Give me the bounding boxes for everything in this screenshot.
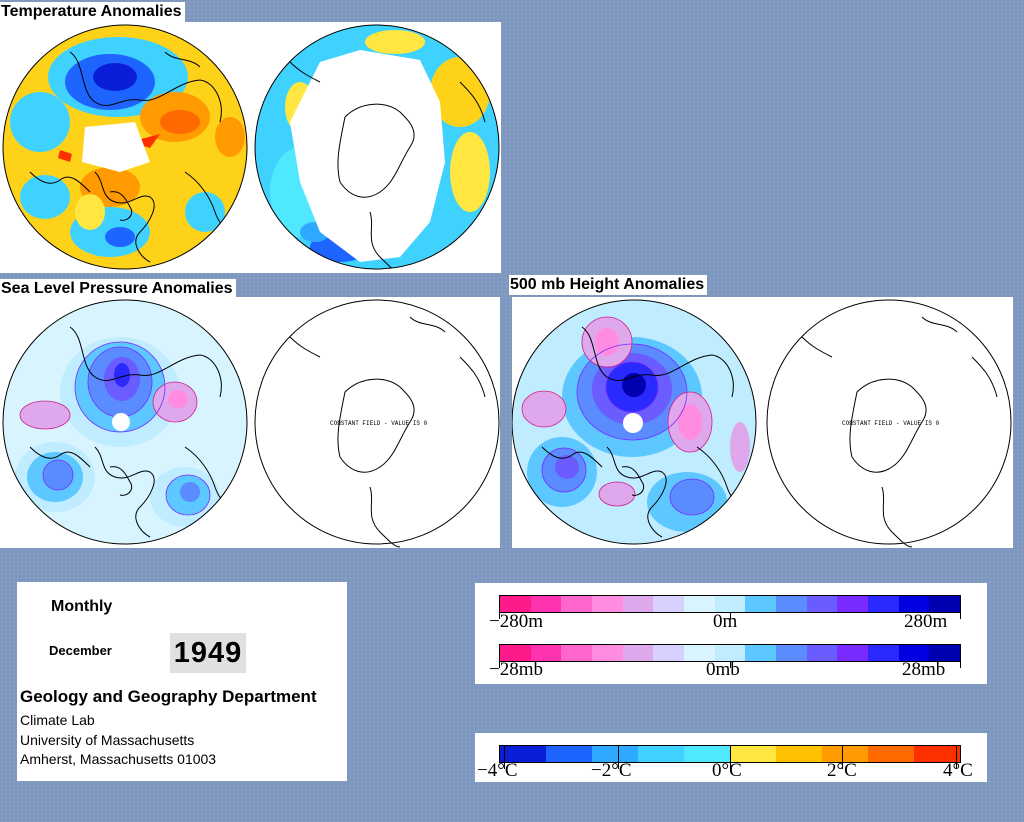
height-color-bar [499,595,961,613]
temp-label-0: 0°C [712,760,742,781]
pressure-swatch-4 [592,645,623,661]
pressure-tick-max [960,662,961,668]
pressure-swatch-6 [653,645,685,661]
height500-anomalies-title: 500 mb Height Anomalies [509,275,708,295]
slp-constant-field-note: CONSTANT FIELD - VALUE IS 0 [330,420,428,427]
temperature-swatch-4 [638,746,684,762]
pressure-tick-mid [730,662,731,668]
temperature-swatch-2 [546,746,592,762]
height-swatch-12 [837,596,869,612]
height-max-label: 280m [904,611,948,632]
height-tick-min [499,613,500,619]
pressure-min-label: −28mb [489,659,543,680]
temperature-swatch-10 [914,746,960,762]
temp-tick-3 [730,745,731,769]
temperature-swatch-7 [776,746,822,762]
northern-hemisphere-slp-globe [2,299,248,545]
temp-label-minus4: −4°C [477,760,518,781]
southern-hemisphere-slp-globe: CONSTANT FIELD - VALUE IS 0 [254,299,500,548]
northern-hemisphere-temperature-globe [2,24,248,270]
temp-tick-4 [842,745,843,769]
pressure-swatch-5 [622,645,654,661]
temperature-swatch-6 [730,746,776,762]
height-constant-field-note: CONSTANT FIELD - VALUE IS 0 [842,420,940,427]
pressure-swatch-9 [745,645,777,661]
temperature-swatch-1 [500,746,546,762]
pressure-color-bar [499,644,961,662]
height-swatch-11 [806,596,838,612]
temperature-swatch-8 [822,746,868,762]
temperature-swatch-9 [868,746,914,762]
pressure-max-label: 28mb [902,659,946,680]
pressure-swatch-1 [500,645,531,661]
southern-hemisphere-temperature-globe [254,24,500,270]
height-tick-max [960,613,961,619]
height-swatch-6 [653,596,685,612]
height-swatch-3 [561,596,593,612]
pressure-swatch-12 [837,645,869,661]
temperature-color-bar [499,745,961,763]
temp-label-2: 2°C [827,760,857,781]
height-swatch-2 [530,596,562,612]
pressure-mid-label: 0mb [706,659,740,680]
temp-label-4: 4°C [943,760,973,781]
height-swatch-15 [929,596,961,612]
height-swatch-4 [592,596,623,612]
height-tick-mid [730,613,731,619]
pressure-swatch-14 [898,645,930,661]
height-swatch-5 [622,596,654,612]
temperature-swatch-3 [592,746,638,762]
southern-hemisphere-height-globe: CONSTANT FIELD - VALUE IS 0 [766,299,1012,548]
university-label: University of Massachusetts [20,732,195,748]
height-swatch-1 [500,596,531,612]
slp-anomalies-panel: CONSTANT FIELD - VALUE IS 0 [0,297,500,548]
pressure-swatch-10 [776,645,807,661]
department-label: Geology and Geography Department [20,687,317,706]
temp-tick-2 [618,745,619,769]
lab-label: Climate Lab [20,712,95,728]
pressure-swatch-3 [561,645,593,661]
year-display: 1949 [170,633,246,673]
height-swatch-7 [684,596,715,612]
height-swatch-13 [868,596,899,612]
height-swatch-9 [745,596,777,612]
pressure-swatch-2 [530,645,562,661]
temp-tick-1 [504,745,505,769]
month-label: December [49,643,112,658]
height-swatch-10 [776,596,807,612]
address-label: Amherst, Massachusetts 01003 [20,751,217,767]
northern-hemisphere-height-globe [512,299,757,545]
pressure-swatch-13 [868,645,899,661]
height500-anomalies-panel: CONSTANT FIELD - VALUE IS 0 [512,297,1013,548]
temperature-swatch-5 [684,746,730,762]
height-swatch-8 [714,596,746,612]
pressure-swatch-11 [806,645,838,661]
info-box: Monthly December 1949 Geology and Geogra… [17,582,347,781]
pressure-swatch-15 [929,645,961,661]
slp-anomalies-title: Sea Level Pressure Anomalies [0,279,236,299]
pressure-swatch-7 [684,645,715,661]
height-swatch-14 [898,596,930,612]
temp-label-minus2: −2°C [591,760,632,781]
temperature-anomalies-panel [0,22,501,273]
pressure-tick-min [499,662,500,668]
temperature-legend: −4°C −2°C 0°C 2°C 4°C [475,733,987,782]
temp-tick-5 [956,745,957,769]
period-label: Monthly [51,598,113,615]
temperature-anomalies-title: Temperature Anomalies [0,2,185,22]
height-mid-label: 0m [713,611,738,632]
anomaly-legend: −280m 0m 280m −28mb 0mb 28mb [475,583,987,684]
height-min-label: −280m [489,611,543,632]
pressure-swatch-8 [714,645,746,661]
